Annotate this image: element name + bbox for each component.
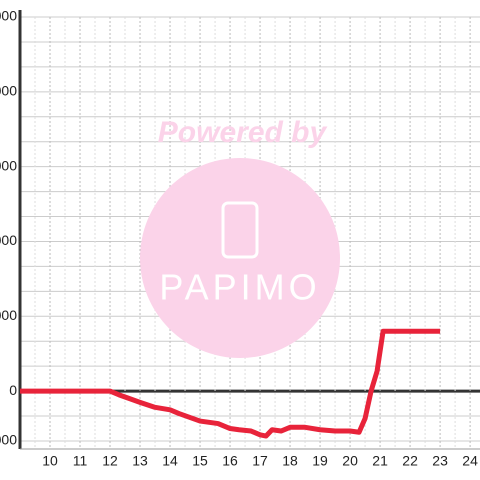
x-tick-label: 14 — [162, 453, 178, 469]
x-tick-label: 22 — [402, 453, 418, 469]
x-tick-label: 17 — [252, 453, 268, 469]
x-tick-label: 19 — [312, 453, 328, 469]
x-tick-label: 13 — [132, 453, 148, 469]
x-tick-label: 10 — [42, 453, 58, 469]
x-tick-label: 23 — [432, 453, 448, 469]
line — [20, 328, 441, 439]
x-tick-label: 11 — [73, 453, 88, 469]
y-tick-label: 30,000 — [0, 307, 17, 323]
watermark-icon — [221, 201, 259, 259]
x-tick-label: 20 — [342, 453, 358, 469]
x-tick-label: 12 — [102, 453, 118, 469]
y-tick-label: 60,000 — [0, 232, 17, 248]
x-tick-label: 24 — [462, 453, 478, 469]
x-tick-label: 21 — [372, 453, 388, 469]
y-tick-label: -20,000 — [0, 432, 17, 448]
watermark-logo: PAPIMO — [159, 267, 320, 308]
y-tick-label: 120,000 — [0, 83, 17, 99]
x-tick-label: 15 — [192, 453, 208, 469]
watermark-text: Powered by — [158, 116, 328, 149]
x-tick-label: 18 — [282, 453, 298, 469]
y-tick-label: 0 — [9, 382, 17, 398]
x-tick-label: 16 — [222, 453, 238, 469]
y-tick-label: 90,000 — [0, 157, 17, 173]
y-tick-label: 150,000 — [0, 8, 17, 24]
